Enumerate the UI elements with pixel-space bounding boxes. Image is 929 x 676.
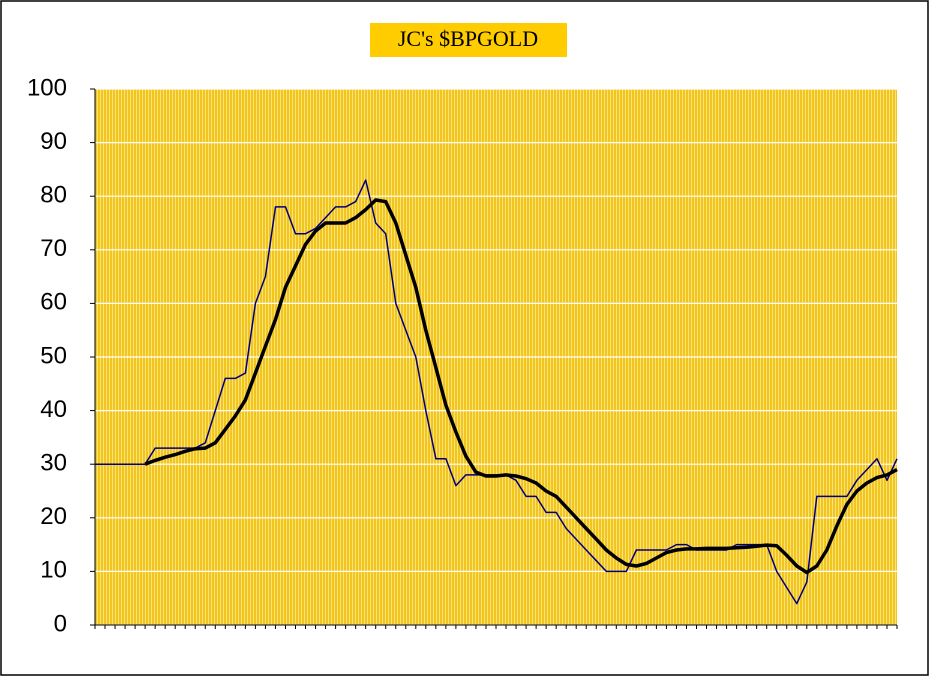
y-tick-label: 30 [40, 450, 67, 477]
series-line [144, 198, 898, 575]
y-tick-label: 0 [54, 610, 67, 637]
y-tick-label: 60 [40, 289, 67, 316]
y-tick-label: 10 [40, 557, 67, 584]
y-tick-label: 20 [40, 503, 67, 530]
y-tick-label: 80 [40, 182, 67, 209]
y-tick-label: 50 [40, 342, 67, 369]
y-tick-label: 40 [40, 396, 67, 423]
chart-title: JC's $BPGOLD [398, 26, 538, 51]
y-tick-label: 90 [40, 128, 67, 155]
y-tick-label: 70 [40, 235, 67, 262]
y-tick-label: 100 [27, 74, 67, 101]
title-box [370, 23, 567, 57]
